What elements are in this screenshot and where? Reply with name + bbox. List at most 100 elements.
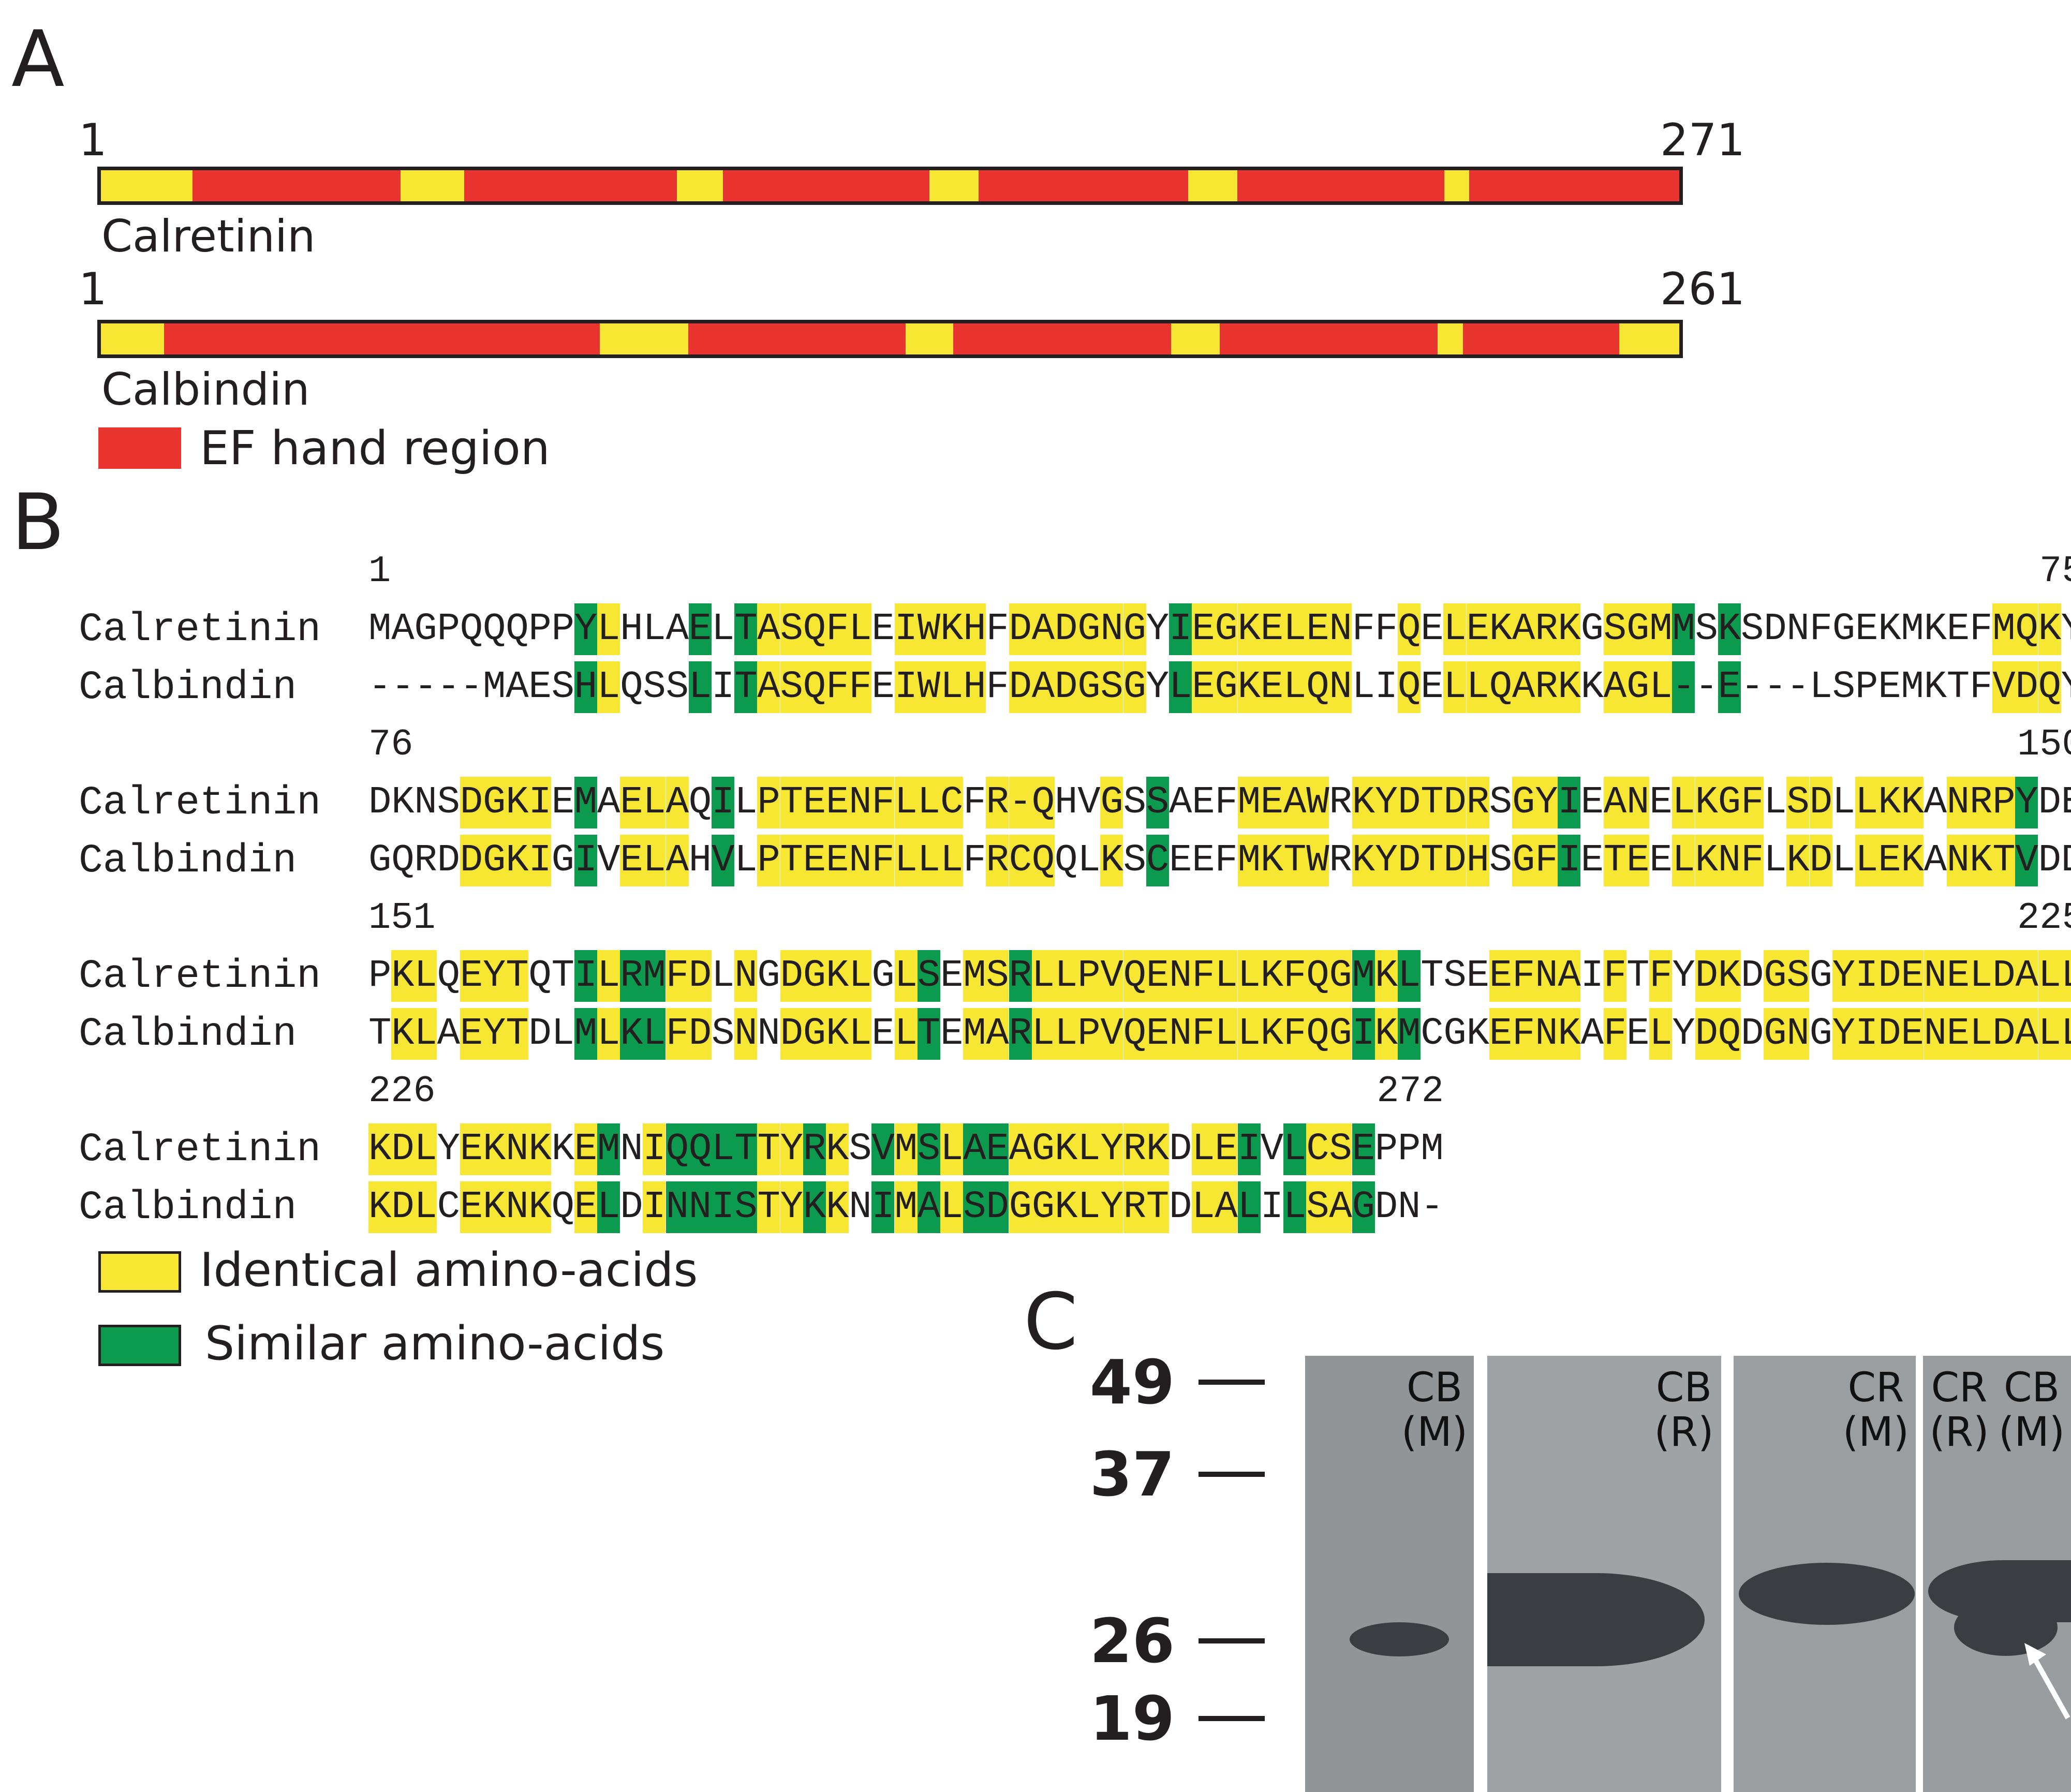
- residue: I: [894, 603, 918, 655]
- residue: K: [1055, 1123, 1077, 1175]
- residue: Q: [1123, 1008, 1146, 1060]
- residue: L: [1443, 603, 1467, 655]
- residue: A: [1512, 603, 1535, 655]
- arrow-icon: [2024, 1643, 2070, 1720]
- residue: D: [2015, 661, 2038, 713]
- residue: H: [1466, 835, 1489, 886]
- residue: D: [1992, 1008, 2016, 1060]
- residue: D: [1055, 603, 1077, 655]
- residue: W: [1306, 777, 1329, 828]
- residue: A: [986, 1008, 1009, 1060]
- residue: -: [1009, 777, 1032, 828]
- residue: K: [1100, 835, 1123, 886]
- residue: F: [1603, 1008, 1626, 1060]
- residue: L: [1970, 950, 1992, 1002]
- identical-legend-label: Identical amino-acids: [200, 1243, 698, 1297]
- residue: S: [1695, 608, 1719, 651]
- ef-hand-segment: [1220, 323, 1438, 354]
- residue: L: [894, 777, 918, 828]
- residue: D: [1992, 950, 2016, 1002]
- residue: N: [414, 781, 437, 824]
- calretinin-row-label: Calretinin: [79, 954, 321, 999]
- residue: S: [986, 950, 1009, 1002]
- residue: G: [1764, 1008, 1787, 1060]
- residue: M: [1901, 665, 1924, 709]
- similar-legend-label: Similar amino-acids: [205, 1316, 665, 1371]
- residue: E: [1466, 954, 1490, 998]
- residue: N: [1100, 603, 1123, 655]
- residue: Y: [1374, 835, 1398, 886]
- lane-label-5: CB (M): [1998, 1365, 2065, 1456]
- residue: A: [1924, 839, 1947, 882]
- residue: V: [597, 839, 620, 882]
- residue: G: [1718, 777, 1741, 828]
- residue: R: [1970, 777, 1992, 828]
- residue: I: [1580, 954, 1604, 998]
- residue: N: [1924, 1008, 1947, 1060]
- residue: L: [1672, 835, 1695, 886]
- residue: C: [1421, 1012, 1444, 1056]
- residue: T: [780, 835, 803, 886]
- residue: M: [1237, 835, 1261, 886]
- residue: D: [1741, 954, 1764, 998]
- residue: Y: [2061, 661, 2071, 713]
- residue: K: [826, 1008, 849, 1060]
- residue: N: [1329, 603, 1352, 655]
- residue: S: [1786, 777, 1810, 828]
- residue: L: [597, 661, 620, 713]
- residue: L: [1077, 1123, 1101, 1175]
- residue: K: [1374, 950, 1398, 1002]
- calbindin-row-label: Calbindin: [79, 838, 297, 884]
- residue: A: [1009, 1123, 1032, 1175]
- residue: L: [1352, 665, 1375, 709]
- residue: I: [574, 950, 597, 1002]
- residue: L: [1215, 1008, 1238, 1060]
- residue: K: [368, 1181, 391, 1233]
- residue: G: [1809, 954, 1833, 998]
- residue: D: [620, 1186, 643, 1229]
- residue: G: [1512, 777, 1535, 828]
- residue: F: [1192, 1008, 1215, 1060]
- residue: A: [1031, 661, 1055, 713]
- residue: T: [506, 1008, 529, 1060]
- residue: N: [849, 777, 872, 828]
- residue: R: [620, 950, 643, 1002]
- residue: P: [1374, 1128, 1398, 1171]
- residue: L: [414, 1181, 437, 1233]
- residue: T: [506, 950, 529, 1002]
- residue: T: [757, 1181, 780, 1233]
- residue: G: [414, 608, 437, 651]
- residue: R: [1535, 603, 1558, 655]
- residue: Q: [2038, 661, 2061, 713]
- residue: S: [734, 1181, 758, 1233]
- residue: L: [1398, 950, 1421, 1002]
- residue: C: [1306, 1123, 1329, 1175]
- residue: N: [849, 835, 872, 886]
- residue: K: [1237, 603, 1261, 655]
- similar-legend-swatch: [98, 1325, 181, 1366]
- residue: E: [940, 954, 964, 998]
- residue: S: [963, 1181, 986, 1233]
- residue: L: [2061, 950, 2071, 1002]
- residue: F: [1809, 608, 1833, 651]
- residue: E: [1878, 835, 1901, 886]
- residue: I: [712, 777, 734, 828]
- residue: D: [391, 1123, 415, 1175]
- residue: L: [1832, 839, 1856, 882]
- band-cb-m: [1350, 1622, 1449, 1656]
- blot-strip-4: CR (R) CB (M): [1923, 1356, 2071, 1792]
- residue: L: [1237, 950, 1261, 1002]
- residue: M: [1352, 950, 1375, 1002]
- residue: G: [1009, 1181, 1032, 1233]
- residue: A: [963, 1123, 986, 1175]
- residue: Q: [1489, 661, 1512, 713]
- residue: E: [1466, 603, 1489, 655]
- residue: K: [391, 781, 415, 824]
- residue: E: [1146, 1008, 1169, 1060]
- residue: L: [1764, 839, 1787, 882]
- calbindin-start: 1: [79, 263, 107, 315]
- residue: E: [1192, 661, 1215, 713]
- residue: K: [528, 1123, 552, 1175]
- calretinin-domain-bar: [97, 167, 1683, 205]
- residue: L: [1055, 950, 1077, 1002]
